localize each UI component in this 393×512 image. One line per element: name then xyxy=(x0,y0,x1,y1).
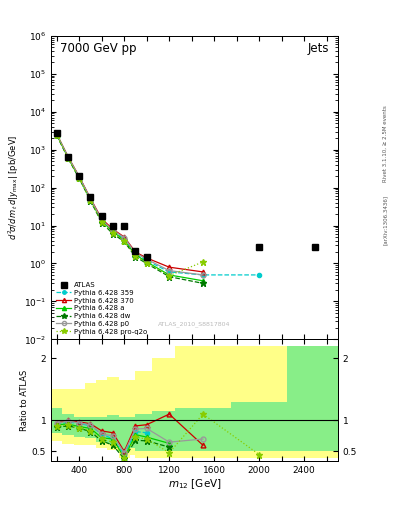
Text: Rivet 3.1.10, ≥ 2.5M events: Rivet 3.1.10, ≥ 2.5M events xyxy=(383,105,388,182)
Text: [arXiv:1306.3436]: [arXiv:1306.3436] xyxy=(383,195,388,245)
X-axis label: $m_{12}$ [GeV]: $m_{12}$ [GeV] xyxy=(168,477,221,491)
Y-axis label: Ratio to ATLAS: Ratio to ATLAS xyxy=(20,370,29,431)
Text: ATLAS_2010_S8817804: ATLAS_2010_S8817804 xyxy=(158,322,231,327)
Text: Jets: Jets xyxy=(308,42,329,55)
Y-axis label: $d^2\!\sigma/dm_{\,t}\,d|y_{\max}|$ [pb/GeV]: $d^2\!\sigma/dm_{\,t}\,d|y_{\max}|$ [pb/… xyxy=(7,135,21,240)
Text: 7000 GeV pp: 7000 GeV pp xyxy=(60,42,136,55)
Legend: ATLAS, Pythia 6.428 359, Pythia 6.428 370, Pythia 6.428 a, Pythia 6.428 dw, Pyth: ATLAS, Pythia 6.428 359, Pythia 6.428 37… xyxy=(55,281,149,336)
